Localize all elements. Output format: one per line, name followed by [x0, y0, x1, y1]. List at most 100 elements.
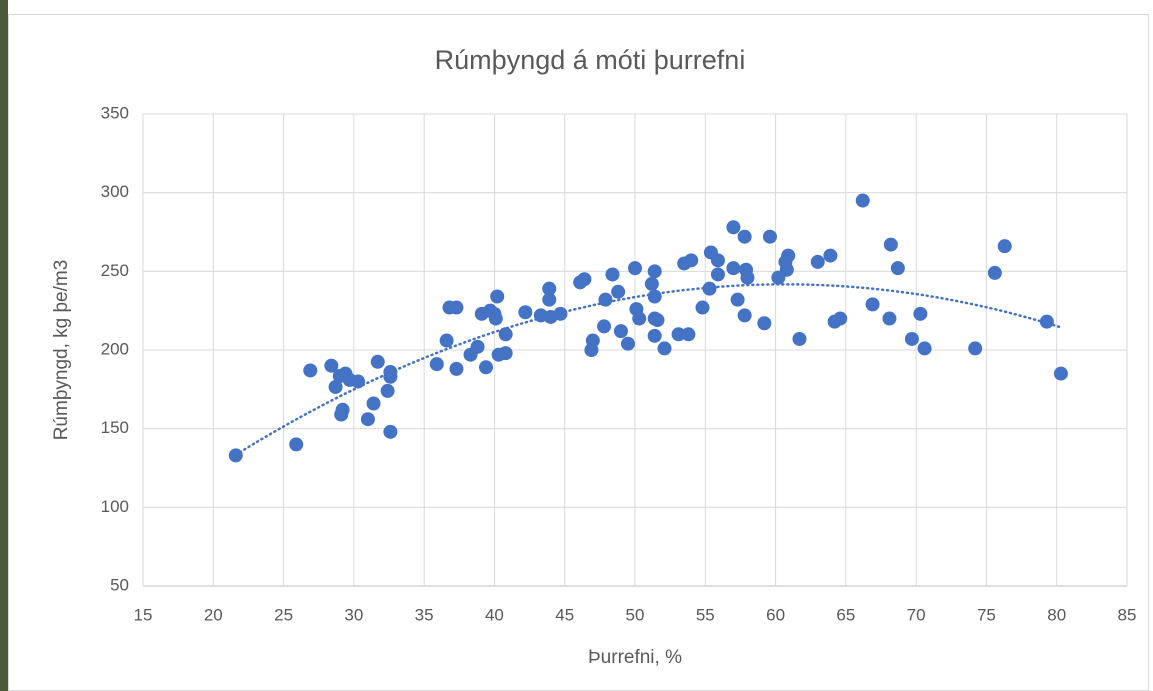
point [598, 293, 612, 307]
x-tick-label: 25 [274, 605, 293, 624]
point [289, 437, 303, 451]
point [489, 312, 503, 326]
point [1040, 315, 1054, 329]
point [471, 340, 485, 354]
point [499, 327, 513, 341]
point [303, 363, 317, 377]
y-tick-label: 100 [101, 497, 129, 516]
chart-title: Rúmþyngd á móti þurrefni [435, 45, 746, 75]
x-tick-label: 85 [1118, 605, 1137, 624]
point [703, 282, 717, 296]
x-tick-label: 40 [485, 605, 504, 624]
point [479, 360, 493, 374]
point [726, 261, 740, 275]
x-tick-label: 30 [344, 605, 363, 624]
point [367, 396, 381, 410]
x-tick-label: 75 [977, 605, 996, 624]
point [731, 293, 745, 307]
point [577, 272, 591, 286]
point [780, 263, 794, 277]
chart: Rúmþyngd á móti þurrefni Þurrefni, % Rúm… [0, 0, 1153, 691]
point [499, 346, 513, 360]
point [988, 266, 1002, 280]
point [334, 408, 348, 422]
point [645, 277, 659, 291]
point [823, 249, 837, 263]
point [891, 261, 905, 275]
point [738, 230, 752, 244]
x-tick-label: 80 [1047, 605, 1066, 624]
x-tick-label: 65 [836, 605, 855, 624]
point [648, 329, 662, 343]
point [597, 319, 611, 333]
point [738, 308, 752, 322]
point [648, 290, 662, 304]
point [1054, 367, 1068, 381]
background-strip [0, 0, 8, 691]
x-tick-label: 15 [134, 605, 153, 624]
point [684, 253, 698, 267]
point [681, 327, 695, 341]
point [449, 301, 463, 315]
point [648, 264, 662, 278]
point [553, 307, 567, 321]
point [229, 448, 243, 462]
point [905, 332, 919, 346]
point [833, 312, 847, 326]
point [884, 238, 898, 252]
x-tick-label: 50 [626, 605, 645, 624]
point [740, 271, 754, 285]
point [381, 384, 395, 398]
point [882, 312, 896, 326]
point [968, 341, 982, 355]
point [490, 290, 504, 304]
point [606, 267, 620, 281]
y-tick-label: 350 [101, 103, 129, 122]
point [658, 341, 672, 355]
point [781, 249, 795, 263]
x-tick-label: 35 [415, 605, 434, 624]
point [811, 255, 825, 269]
point [440, 334, 454, 348]
point [586, 334, 600, 348]
point [757, 316, 771, 330]
point [998, 239, 1012, 253]
point [361, 412, 375, 426]
y-axis-label: Rúmþyngd, kg þe/m3 [51, 260, 72, 441]
y-tick-label: 250 [101, 261, 129, 280]
y-tick-label: 300 [101, 182, 129, 201]
point [383, 425, 397, 439]
point [792, 332, 806, 346]
point [763, 230, 777, 244]
point [371, 355, 385, 369]
point [449, 362, 463, 376]
point [611, 285, 625, 299]
x-tick-label: 55 [696, 605, 715, 624]
x-tick-label: 70 [907, 605, 926, 624]
x-tick-label: 60 [766, 605, 785, 624]
point [711, 267, 725, 281]
point [866, 297, 880, 311]
x-tick-label: 20 [204, 605, 223, 624]
point [542, 293, 556, 307]
x-tick-label: 45 [555, 605, 574, 624]
point [621, 337, 635, 351]
point [711, 253, 725, 267]
point [913, 307, 927, 321]
point [695, 301, 709, 315]
y-tick-label: 50 [110, 575, 129, 594]
point [383, 370, 397, 384]
y-tick-label: 150 [101, 418, 129, 437]
point [632, 312, 646, 326]
point [430, 357, 444, 371]
point [726, 220, 740, 234]
point [351, 374, 365, 388]
point [614, 324, 628, 338]
point [650, 313, 664, 327]
point [918, 341, 932, 355]
point [518, 305, 532, 319]
x-axis-label: Þurrefni, % [588, 647, 682, 668]
y-tick-label: 200 [101, 339, 129, 358]
point [856, 194, 870, 208]
point [628, 261, 642, 275]
